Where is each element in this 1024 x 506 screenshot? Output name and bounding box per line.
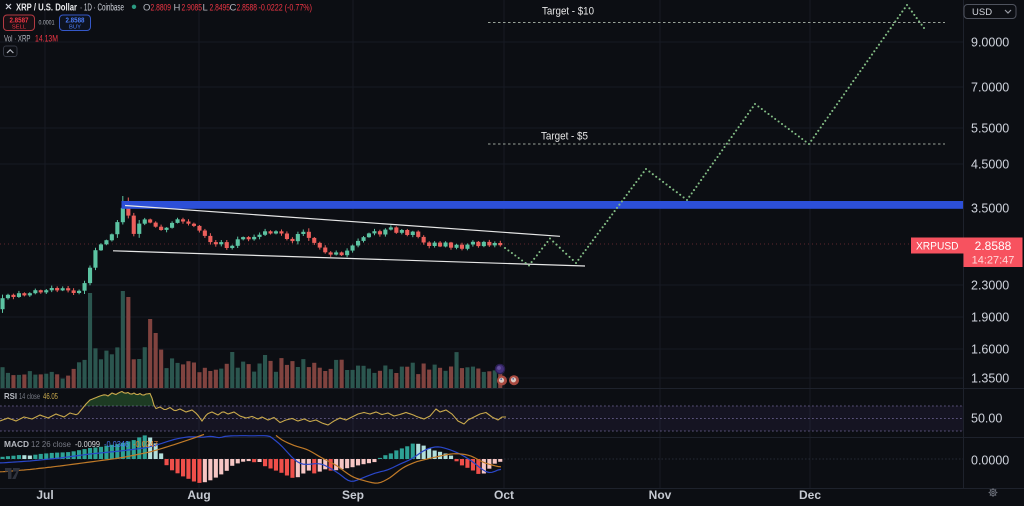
svg-text:Target - $5: Target - $5 [541,131,588,143]
svg-text:BUY: BUY [69,25,81,31]
svg-text:2.9085: 2.9085 [182,3,203,14]
svg-text:-0.0247: -0.0247 [133,439,158,449]
svg-text:1.3500: 1.3500 [971,372,1009,386]
svg-text:50.00: 50.00 [971,412,1002,426]
svg-text:XRP / U.S. Dollar: XRP / U.S. Dollar [16,3,77,14]
svg-text:Aug: Aug [187,488,210,502]
svg-text:SELL: SELL [12,25,27,31]
svg-text:Oct: Oct [494,488,514,502]
svg-text:7.0000: 7.0000 [971,81,1009,95]
svg-text:3.5000: 3.5000 [971,202,1009,216]
svg-text:1.6000: 1.6000 [971,343,1009,357]
svg-text:2.8588: 2.8588 [237,3,258,14]
svg-text:RSI: RSI [4,391,17,401]
svg-text:0.0001: 0.0001 [39,20,56,26]
svg-text:2.8809: 2.8809 [151,3,172,14]
svg-text:H: H [174,3,181,14]
svg-text:2.8588: 2.8588 [66,17,85,24]
svg-text:XRPUSD: XRPUSD [916,241,959,253]
svg-text:Target - $10: Target - $10 [542,6,594,18]
svg-text:· 1D · Coinbase: · 1D · Coinbase [80,3,124,14]
svg-text:46.05: 46.05 [43,391,58,401]
svg-text:Nov: Nov [649,488,672,502]
svg-text:0.0000: 0.0000 [971,454,1009,468]
svg-text:2.3000: 2.3000 [971,279,1009,293]
svg-text:Vol · XRP: Vol · XRP [4,34,31,44]
svg-text:2.8495: 2.8495 [210,3,231,14]
svg-text:Sep: Sep [342,488,364,502]
svg-text:2.8587: 2.8587 [10,17,29,24]
svg-text:5.5000: 5.5000 [971,122,1009,136]
svg-text:MACD: MACD [4,439,29,449]
svg-text:L: L [203,3,208,14]
svg-text:Dec: Dec [799,488,821,502]
svg-text:1.9000: 1.9000 [971,311,1009,325]
svg-text:Jul: Jul [36,488,53,502]
svg-text:14 close: 14 close [19,391,40,401]
svg-text:9.0000: 9.0000 [971,36,1009,50]
svg-text:-0.0346: -0.0346 [104,439,129,449]
svg-text:4.5000: 4.5000 [971,158,1009,172]
svg-text:C: C [230,3,237,14]
svg-text:-0.0099: -0.0099 [75,439,100,449]
svg-text:14:27:47: 14:27:47 [972,255,1015,267]
svg-text:14.13M: 14.13M [35,34,58,44]
svg-text:O: O [143,3,150,14]
svg-text:USD: USD [972,7,992,18]
svg-text:12 26 close: 12 26 close [31,439,71,449]
svg-text:2.8588: 2.8588 [975,239,1012,253]
svg-text:-0.0222 (-0.77%): -0.0222 (-0.77%) [259,3,313,14]
